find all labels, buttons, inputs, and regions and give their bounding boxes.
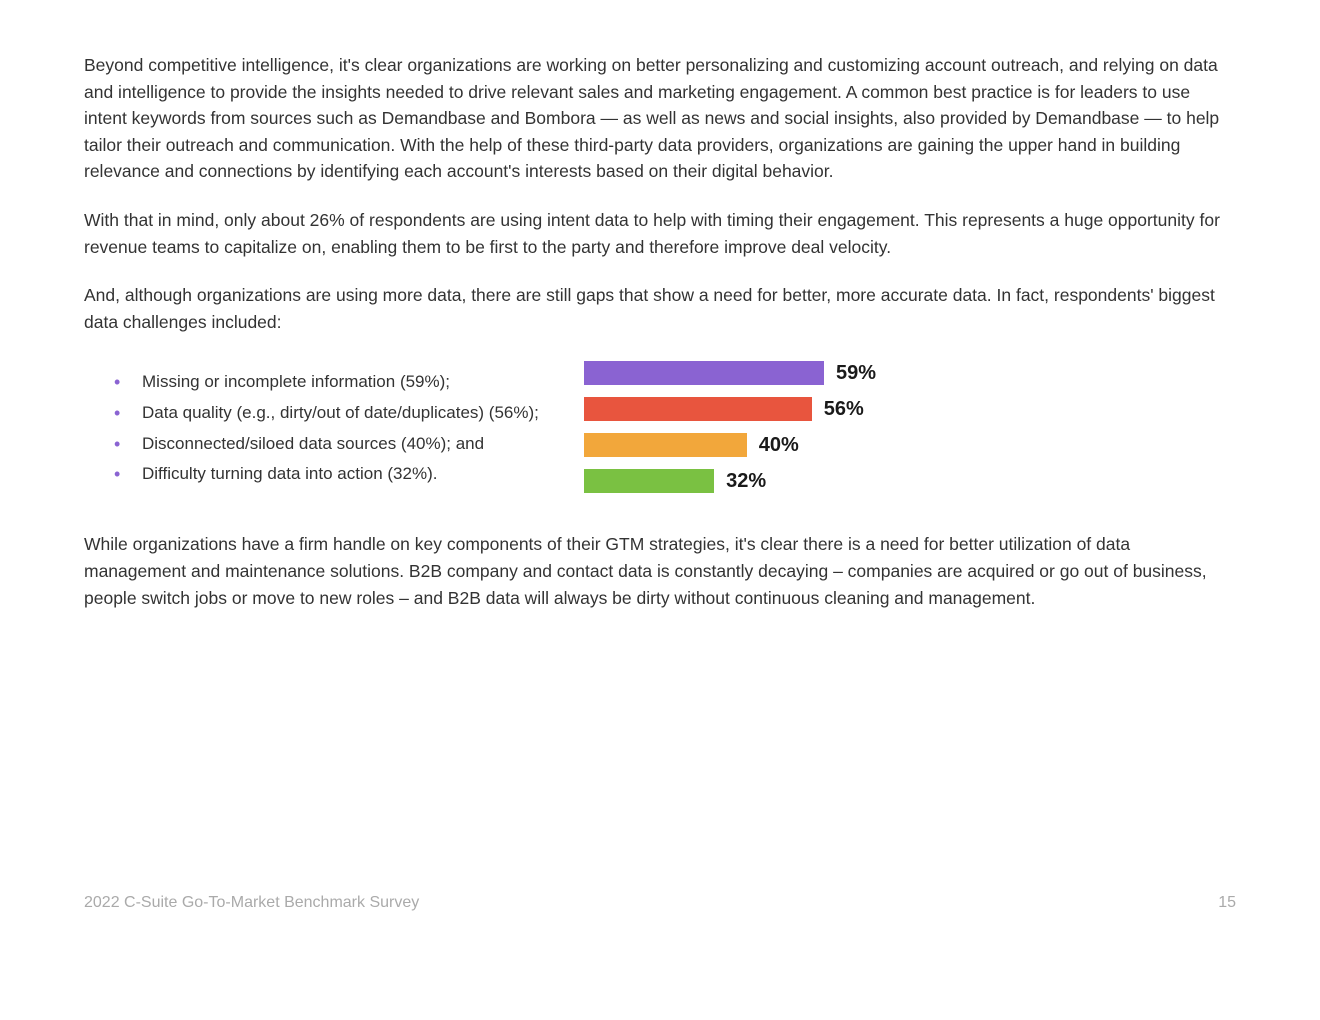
page-footer: 2022 C-Suite Go-To-Market Benchmark Surv… (84, 894, 1236, 912)
bullet-icon: • (114, 429, 142, 460)
bullet-text: Difficulty turning data into action (32%… (142, 459, 437, 489)
bar-0 (584, 361, 824, 385)
bar-row: 40% (584, 433, 1236, 457)
bullets-and-chart-row: • Missing or incomplete information (59%… (84, 357, 1236, 505)
bullet-icon: • (114, 367, 142, 398)
list-item: • Missing or incomplete information (59%… (114, 367, 564, 398)
bar-3 (584, 469, 714, 493)
paragraph-1: Beyond competitive intelligence, it's cl… (84, 52, 1236, 185)
bar-label: 56% (824, 398, 864, 421)
bar-row: 56% (584, 397, 1236, 421)
paragraph-4: While organizations have a firm handle o… (84, 531, 1236, 611)
bar-label: 59% (836, 362, 876, 385)
bullet-icon: • (114, 459, 142, 490)
bar-label: 32% (726, 470, 766, 493)
bullet-text: Disconnected/siloed data sources (40%); … (142, 429, 484, 459)
bullet-icon: • (114, 398, 142, 429)
list-item: • Difficulty turning data into action (3… (114, 459, 564, 490)
paragraph-3: And, although organizations are using mo… (84, 282, 1236, 335)
footer-title: 2022 C-Suite Go-To-Market Benchmark Surv… (84, 894, 419, 912)
bar-row: 32% (584, 469, 1236, 493)
bullet-text: Data quality (e.g., dirty/out of date/du… (142, 398, 539, 428)
document-page: Beyond competitive intelligence, it's cl… (0, 0, 1320, 611)
bullet-text: Missing or incomplete information (59%); (142, 367, 450, 397)
bar-1 (584, 397, 812, 421)
bar-2 (584, 433, 747, 457)
bullet-list: • Missing or incomplete information (59%… (84, 357, 564, 505)
paragraph-2: With that in mind, only about 26% of res… (84, 207, 1236, 260)
bar-chart: 59% 56% 40% 32% (584, 357, 1236, 505)
list-item: • Data quality (e.g., dirty/out of date/… (114, 398, 564, 429)
bar-row: 59% (584, 361, 1236, 385)
page-number: 15 (1218, 894, 1236, 912)
bar-label: 40% (759, 434, 799, 457)
list-item: • Disconnected/siloed data sources (40%)… (114, 429, 564, 460)
